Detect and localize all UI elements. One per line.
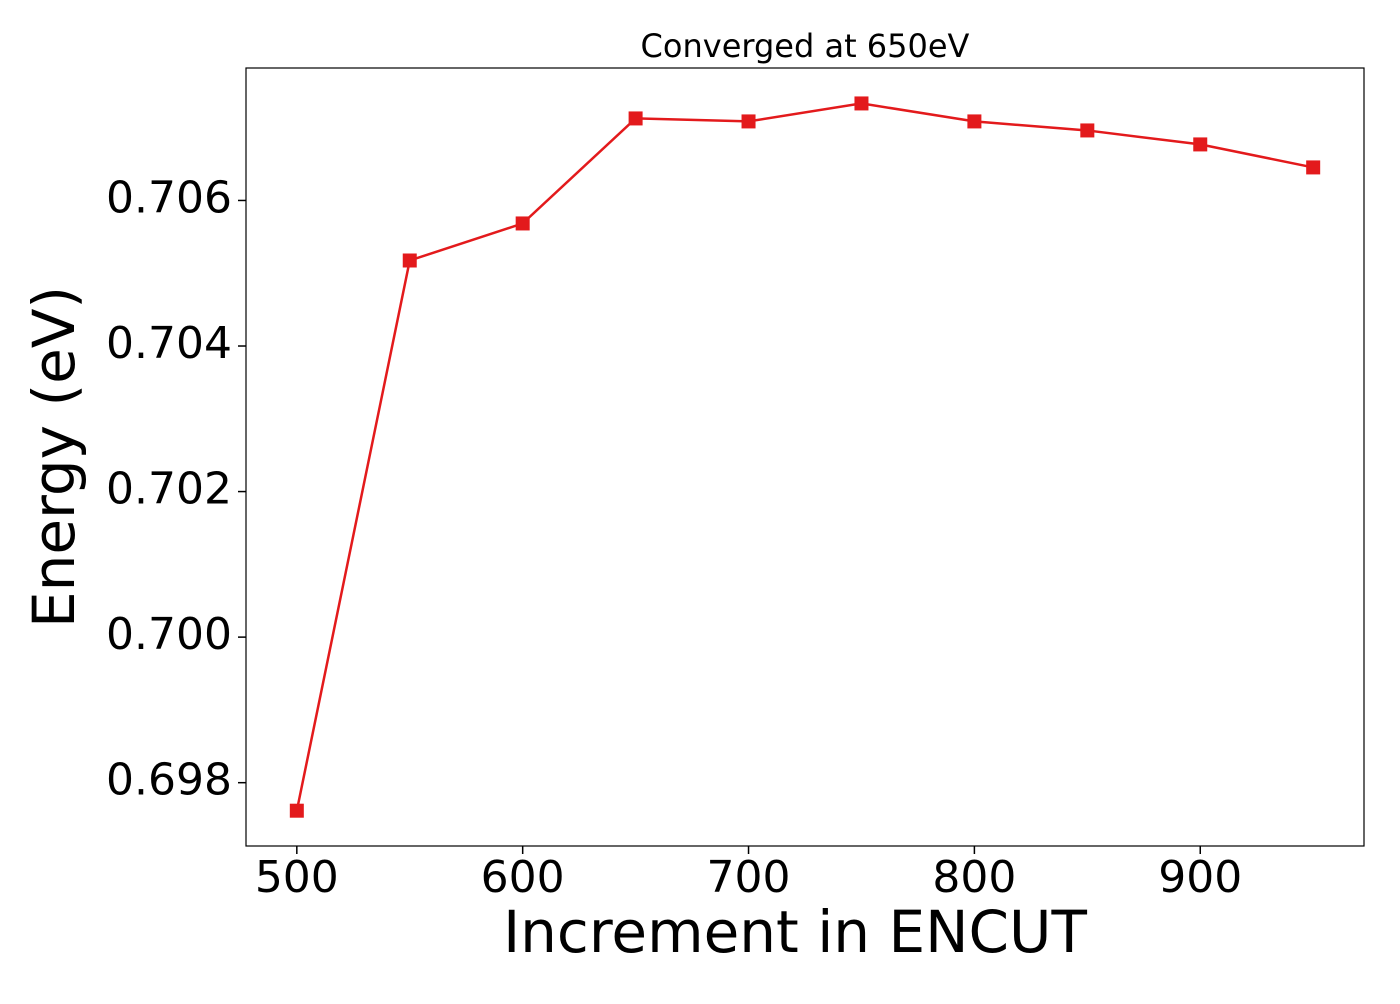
- marker: [628, 111, 643, 126]
- x-axis-label: Increment in ENCUT: [503, 898, 1087, 966]
- y-tick-label: 0.702: [106, 464, 232, 515]
- marker: [1193, 137, 1208, 152]
- marker: [1306, 160, 1321, 175]
- plot-frame: [245, 67, 1365, 847]
- x-tick-label: 700: [707, 852, 791, 903]
- x-tick-label: 900: [1158, 852, 1242, 903]
- marker: [289, 803, 304, 818]
- y-tick-label: 0.700: [106, 609, 232, 660]
- marker: [854, 96, 869, 111]
- y-tick-label: 0.698: [106, 755, 232, 806]
- chart-title: Converged at 650eV: [641, 27, 970, 65]
- y-tick-label: 0.706: [106, 172, 232, 223]
- marker: [967, 114, 982, 129]
- y-tick-label: 0.704: [106, 318, 232, 369]
- x-tick-label: 800: [932, 852, 1016, 903]
- marker: [402, 253, 417, 268]
- marker: [741, 114, 756, 129]
- x-tick-label: 600: [481, 852, 565, 903]
- marker: [1080, 123, 1095, 138]
- line: [295, 102, 1314, 811]
- x-tick-label: 500: [255, 852, 339, 903]
- marker: [515, 216, 530, 231]
- y-axis-label: Energy (eV): [20, 286, 88, 628]
